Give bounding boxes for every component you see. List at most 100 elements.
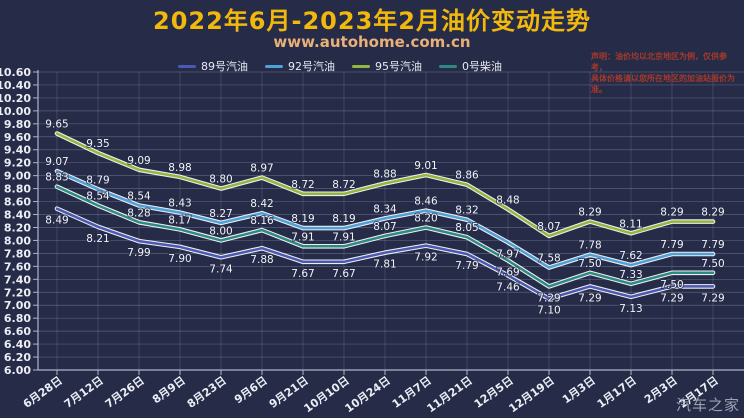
- data-label: 7.50: [660, 279, 683, 291]
- data-label: 9.35: [86, 138, 109, 150]
- data-label: 7.91: [332, 231, 355, 243]
- data-label: 7.79: [660, 239, 683, 251]
- data-label: 7.46: [496, 281, 520, 293]
- chart-legend: 89号汽油 92号汽油 95号汽油 0号柴油: [178, 58, 502, 74]
- x-tick-label: 8月23日: [185, 374, 229, 411]
- x-tick-label: 7月26日: [103, 374, 147, 411]
- data-label: 8.27: [209, 208, 232, 220]
- series-line-95号汽油: [54, 131, 716, 239]
- data-label: 8.43: [168, 198, 191, 210]
- data-label: 8.28: [127, 207, 150, 219]
- disclaimer-line-1: 声明：油价均以北京地区为例，仅供参考，: [591, 52, 727, 72]
- y-tick-label: 6.60: [4, 325, 31, 338]
- data-label: 7.97: [496, 248, 519, 260]
- series-core: [55, 185, 715, 288]
- data-label: 8.29: [701, 207, 724, 219]
- data-label: 7.67: [291, 268, 314, 280]
- data-label: 7.58: [537, 253, 560, 265]
- data-label: 8.29: [660, 207, 683, 219]
- data-label: 7.10: [537, 305, 560, 317]
- data-label: 9.01: [414, 160, 437, 172]
- series-labels-95号汽油: 9.65 9.35 9.09 8.98 8.80 8.97 8.72 8.72 8.88 9.01…: [44, 118, 725, 234]
- series-core: [55, 207, 715, 300]
- data-label: 7.33: [619, 269, 642, 281]
- y-tick-label: 6.40: [4, 338, 31, 351]
- data-label: 8.05: [455, 222, 478, 234]
- data-label: 8.83: [45, 172, 68, 184]
- y-axis-labels: 10.6010.4010.2010.009.809.609.409.209.00…: [0, 66, 31, 377]
- legend-label: 95号汽油: [375, 60, 422, 73]
- page-title: 2022年6月-2023年2月油价变动走势: [153, 7, 591, 35]
- data-label: 7.99: [127, 247, 150, 259]
- series-line-89号汽油: [54, 206, 716, 302]
- axes: [37, 70, 744, 371]
- data-label: 8.00: [209, 225, 232, 237]
- data-label: 8.48: [496, 194, 519, 206]
- y-tick-label: 10.40: [0, 79, 31, 92]
- y-tick-label: 8.00: [4, 234, 31, 247]
- data-label: 7.67: [332, 268, 355, 280]
- data-label: 7.50: [701, 258, 724, 270]
- data-label: 8.80: [209, 174, 232, 186]
- data-label: 8.32: [455, 205, 478, 217]
- data-label: 8.98: [168, 162, 191, 174]
- x-tick-label: 2月3日: [642, 374, 680, 406]
- watermark-autohome: 汽车之家: [675, 396, 740, 414]
- legend-swatch-0-diesel-icon: [439, 64, 457, 68]
- x-tick-label: 12月19日: [507, 374, 557, 415]
- x-tick-label: 7月12日: [62, 374, 106, 411]
- data-label: 8.16: [250, 215, 274, 227]
- series-line-92号汽油: [54, 168, 716, 270]
- data-label: 7.90: [168, 253, 191, 265]
- data-label: 8.72: [291, 179, 314, 191]
- legend-swatch-92-icon: [265, 64, 283, 68]
- y-tick-label: 7.00: [4, 299, 31, 312]
- legend-label: 0号柴油: [462, 60, 502, 73]
- legend-label: 89号汽油: [201, 60, 248, 73]
- data-label: 7.62: [619, 250, 642, 262]
- y-tick-label: 7.60: [4, 260, 31, 273]
- series-core: [55, 132, 715, 238]
- y-tick-label: 10.20: [0, 92, 31, 105]
- data-label: 8.97: [250, 163, 273, 175]
- legend-item-92-gasoline: 92号汽油: [265, 58, 335, 74]
- data-label: 7.13: [619, 303, 642, 315]
- data-label: 8.34: [373, 203, 397, 215]
- legend-item-95-gasoline: 95号汽油: [352, 58, 422, 74]
- y-tick-label: 6.20: [4, 351, 31, 364]
- legend-label: 92号汽油: [288, 60, 335, 73]
- y-tick-label: 9.60: [4, 131, 31, 144]
- data-label: 8.19: [291, 213, 314, 225]
- series-line-0号柴油: [54, 184, 716, 289]
- data-label: 8.07: [373, 221, 396, 233]
- data-label: 9.65: [45, 119, 68, 131]
- data-label: 8.72: [332, 179, 355, 191]
- data-label: 8.20: [414, 213, 437, 225]
- data-label: 8.11: [619, 218, 642, 230]
- legend-item-0-diesel: 0号柴油: [439, 58, 502, 74]
- series-labels-89号汽油: 8.49 8.21 7.99 7.90 7.74 7.88 7.67 7.67 7.81 7.92…: [44, 214, 725, 318]
- y-tick-label: 10.00: [0, 105, 31, 118]
- data-label: 7.29: [537, 292, 560, 304]
- data-label: 7.29: [660, 292, 683, 304]
- data-label: 7.88: [250, 254, 273, 266]
- data-label: 8.54: [127, 191, 151, 203]
- x-tick-label: 10月24日: [343, 374, 393, 415]
- data-label: 7.92: [414, 252, 437, 264]
- y-tick-label: 8.60: [4, 196, 31, 209]
- data-label: 7.79: [701, 239, 724, 251]
- y-tick-label: 10.60: [0, 66, 31, 79]
- disclaimer-text: 声明：油价均以北京地区为例，仅供参考， 具体价格请以您所在地区的加油站报价为准。: [591, 51, 741, 95]
- data-label: 7.69: [496, 267, 519, 279]
- data-label: 7.91: [291, 231, 314, 243]
- x-tick-label: 1月3日: [560, 374, 598, 406]
- y-tick-label: 7.40: [4, 273, 31, 286]
- y-tick-label: 8.20: [4, 221, 31, 234]
- y-tick-label: 9.20: [4, 157, 31, 170]
- data-label: 8.17: [168, 214, 191, 226]
- series-labels-92号汽油: 9.07 8.79 8.54 8.43 8.27 8.42 8.19 8.19 8.34 8.46…: [44, 155, 725, 266]
- data-label: 7.29: [578, 292, 601, 304]
- y-tick-label: 8.40: [4, 209, 31, 222]
